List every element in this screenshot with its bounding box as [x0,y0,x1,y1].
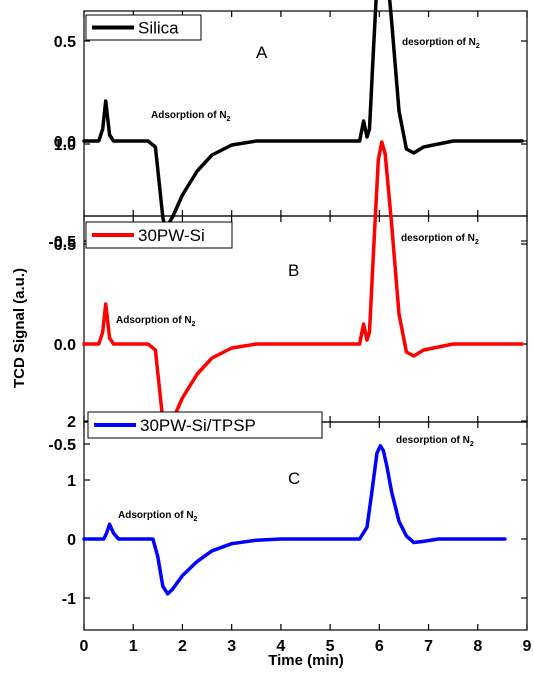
panel-label: A [256,43,268,62]
adsorption-annotation: Adsorption of N2 [116,315,196,328]
y-tick-label: -0.5 [48,234,76,251]
panel-b: -0.5 0.0 0.5 1.0 30PW-Si B Adsorption of N2 des… [48,137,528,454]
adsorption-annotation: Adsorption of N2 [151,110,231,123]
y-tick-label: 0.0 [54,134,76,151]
x-tick-label: 2 [178,638,187,655]
panel-c: -1 0 1 2 0 1 2 3 4 5 6 7 8 9 30PW-Si/TPSP C Adsorption o… [62,411,532,655]
desorption-annotation: desorption of N2 [401,233,479,246]
y-tick-label: 1 [67,473,76,490]
y-tick-label: -1 [62,591,76,608]
legend-label: Silica [138,19,179,38]
y-tick-label: 0.0 [54,337,76,354]
series-line-b [82,140,524,434]
series-line-a [82,0,524,231]
legend-label: 30PW-Si/TPSP [140,416,256,435]
plot-frame [83,421,528,631]
desorption-annotation: desorption of N2 [396,435,474,448]
x-tick-label: 0 [80,638,89,655]
legend-label: 30PW-Si [138,226,205,245]
x-tick-label: 5 [326,638,335,655]
y-tick-label: 0.5 [54,34,76,51]
panel-label: B [288,261,299,280]
y-axis-title: TCD Signal (a.u.) [11,268,28,388]
adsorption-annotation: Adsorption of N2 [118,510,198,523]
x-tick-label: 7 [424,638,433,655]
x-tick-label: 1 [129,638,138,655]
panel-label: C [288,469,300,488]
panel-a: -0.5 0.0 0.5 1.0 Silica A Adsorption of N2 deso… [48,0,528,251]
series-line-c [82,444,507,596]
legend-box [87,411,323,439]
y-tick-label: 0.5 [54,237,76,254]
x-tick-label: 4 [276,638,285,655]
y-tick-label: -0.5 [48,437,76,454]
x-tick-label: 9 [523,638,532,655]
x-tick-label: 3 [227,638,236,655]
x-axis-title: Time (min) [268,652,344,669]
y-tick-label: 2 [67,414,76,431]
y-tick-label: 1.0 [54,137,76,154]
x-tick-label: 6 [375,638,384,655]
x-tick-label: 8 [473,638,482,655]
y-tick-label: 0 [67,532,76,549]
desorption-annotation: desorption of N2 [402,37,480,50]
